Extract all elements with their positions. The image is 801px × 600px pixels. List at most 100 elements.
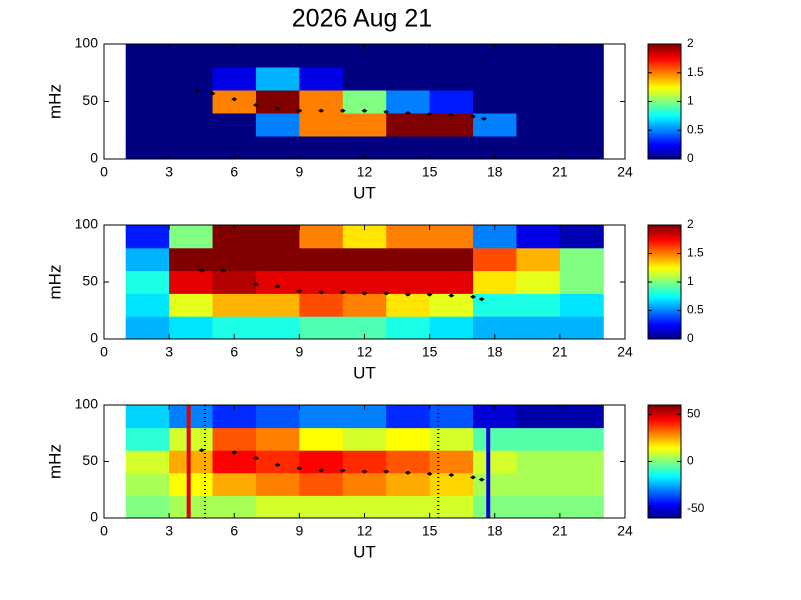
colorbar-swatch xyxy=(648,47,681,50)
colorbar-swatch xyxy=(648,262,681,265)
colorbar-tick-label: 1.5 xyxy=(687,65,704,79)
colorbar-swatch xyxy=(648,265,681,269)
heat-cell xyxy=(169,90,214,114)
ridge-point xyxy=(478,297,485,302)
heat-cell xyxy=(169,450,214,474)
colorbar-swatch xyxy=(648,475,681,478)
heat-cell xyxy=(386,113,431,137)
colorbar-swatch xyxy=(648,505,681,508)
colorbar-swatch xyxy=(648,461,681,464)
colorbar-swatch xyxy=(648,61,681,65)
ridge-point xyxy=(220,268,227,273)
colorbar-swatch xyxy=(648,244,681,247)
heat-cell xyxy=(125,450,170,474)
heat-cell xyxy=(429,247,474,272)
heat-cell xyxy=(255,67,300,91)
heat-cell xyxy=(429,44,474,68)
colorbar-swatch xyxy=(648,438,681,441)
heat-cell xyxy=(299,427,344,451)
x-tick-label: 15 xyxy=(422,523,438,539)
heat-cell xyxy=(255,427,300,451)
colorbar-swatch xyxy=(648,123,681,126)
colorbar-swatch xyxy=(648,426,681,429)
heat-cell xyxy=(299,136,344,160)
colorbar-swatch xyxy=(648,269,681,272)
colorbar-swatch xyxy=(648,157,681,160)
colorbar-swatch xyxy=(648,413,681,417)
colorbar-swatch xyxy=(648,405,681,408)
colorbar-swatch xyxy=(648,79,681,83)
x-axis-label: UT xyxy=(353,542,376,561)
heat-cell xyxy=(473,405,517,429)
colorbar-swatch xyxy=(648,144,681,147)
x-tick-label: 24 xyxy=(617,164,633,180)
x-tick-label: 3 xyxy=(165,523,173,539)
heat-cell xyxy=(386,67,431,91)
colorbar-tick-label: 0 xyxy=(687,331,694,345)
colorbar-swatch xyxy=(648,503,681,507)
heat-cell xyxy=(169,113,214,137)
colorbar-tick-label: 0 xyxy=(687,454,694,468)
colorbar-swatch xyxy=(648,151,681,155)
heat-cell xyxy=(255,270,300,294)
heat-cell xyxy=(299,293,344,317)
heat-cell xyxy=(342,44,387,68)
colorbar-swatch xyxy=(648,470,681,473)
colorbar-swatch xyxy=(648,435,681,438)
colorbar-swatch xyxy=(648,90,681,94)
heat-cell xyxy=(473,225,517,249)
ridge-point xyxy=(252,282,259,287)
heat-cell xyxy=(386,495,431,519)
x-tick-label: 6 xyxy=(230,164,238,180)
y-tick-label: 0 xyxy=(90,330,98,346)
colorbar-swatch xyxy=(648,333,681,336)
heat-cell xyxy=(212,405,257,429)
heat-cell xyxy=(299,405,344,429)
heat-cell xyxy=(255,113,300,137)
heat-cell xyxy=(473,247,517,272)
colorbar-swatch xyxy=(648,498,681,501)
y-tick-label: 100 xyxy=(75,216,99,232)
heat-cell xyxy=(516,316,561,340)
colorbar-swatch xyxy=(648,473,681,477)
colorbar-swatch xyxy=(648,496,681,500)
ridge-point xyxy=(252,102,259,107)
heat-cell xyxy=(559,472,604,496)
colorbar-swatch xyxy=(648,99,681,102)
y-tick-label: 0 xyxy=(90,150,98,166)
heat-cell xyxy=(386,427,431,451)
ridge-point xyxy=(470,475,477,480)
colorbar-swatch xyxy=(648,328,681,331)
heat-cell xyxy=(429,495,474,519)
colorbar-swatch xyxy=(648,495,681,498)
heat-cell xyxy=(299,450,344,474)
heat-cell xyxy=(386,136,431,160)
heat-cell xyxy=(473,90,517,114)
x-tick-label: 21 xyxy=(552,344,568,360)
ridge-point xyxy=(404,111,411,115)
heat-cell xyxy=(559,427,604,451)
x-tick-label: 9 xyxy=(295,523,303,539)
heat-cell xyxy=(255,405,300,429)
heat-cell xyxy=(473,495,517,519)
colorbar-swatch xyxy=(648,500,681,503)
colorbar-swatch xyxy=(648,226,681,230)
heat-cell xyxy=(342,293,387,317)
x-tick-label: 0 xyxy=(100,164,108,180)
heat-cell xyxy=(299,270,344,294)
heat-cell xyxy=(473,316,517,340)
colorbar-swatch xyxy=(648,237,681,240)
heat-cell xyxy=(429,90,474,114)
heat-cell xyxy=(169,270,214,294)
ridge-point xyxy=(361,291,368,296)
heat-cell xyxy=(559,495,604,519)
colorbar-tick-label: 1 xyxy=(687,274,694,288)
colorbar-swatch xyxy=(648,450,681,454)
heat-cell xyxy=(342,495,387,519)
x-tick-label: 12 xyxy=(357,523,373,539)
heat-cell xyxy=(299,225,344,249)
colorbar-tick-label: 2 xyxy=(687,36,694,50)
colorbar-tick-label: 0 xyxy=(687,151,694,165)
heat-cell xyxy=(516,450,561,474)
x-tick-label: 24 xyxy=(617,344,633,360)
